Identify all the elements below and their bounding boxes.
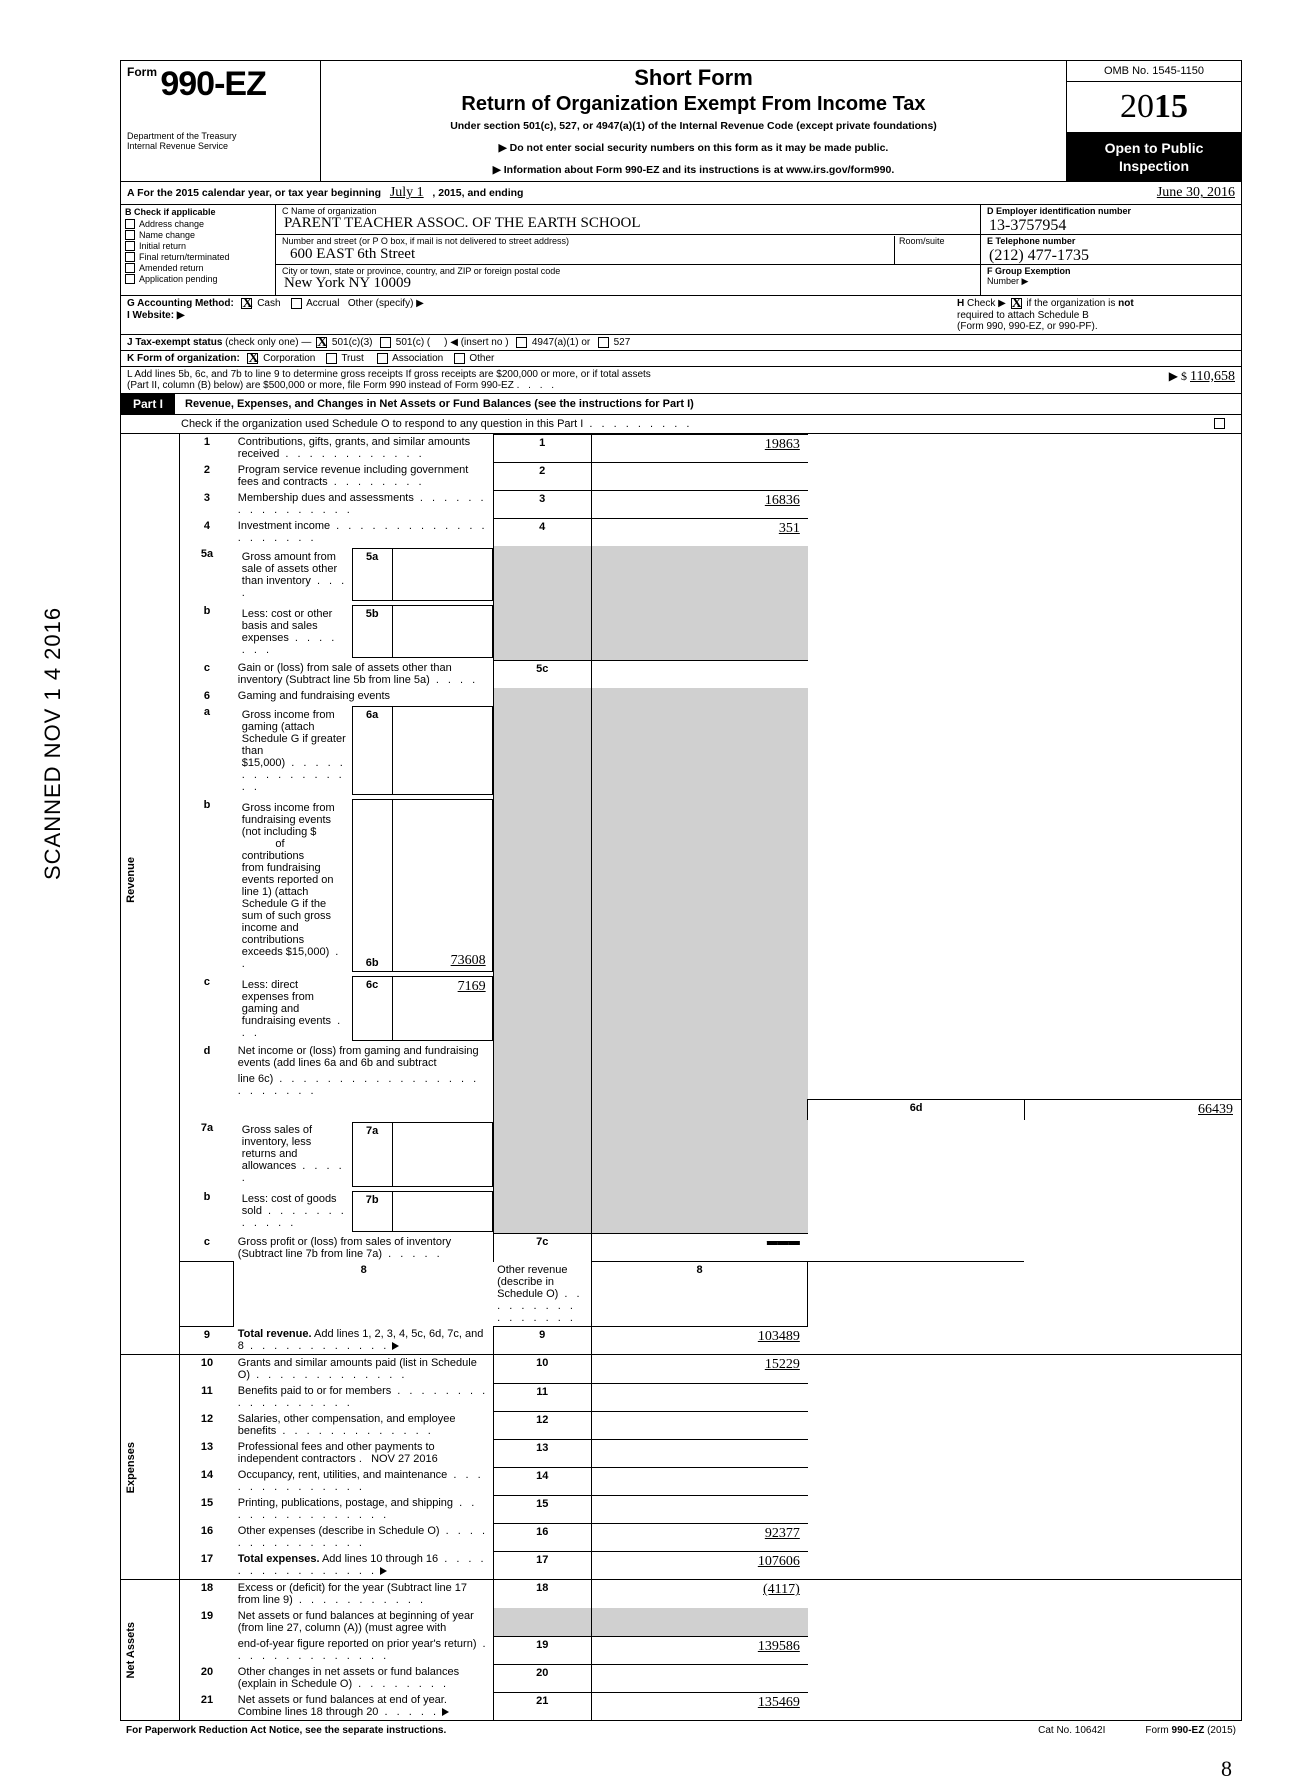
gross-receipts: 110,658 <box>1190 369 1235 384</box>
amt-3: 16836 <box>765 493 800 508</box>
amt-9: 103489 <box>758 1329 800 1344</box>
amt-21: 135469 <box>758 1695 800 1710</box>
header-left: Form 990-EZ Department of the Treasury I… <box>121 61 321 181</box>
side-expenses: Expenses <box>125 1442 137 1493</box>
i-label: I Website: ▶ <box>127 310 185 321</box>
amt-10: 15229 <box>765 1357 800 1372</box>
row-gi: G Accounting Method: Cash Accrual Other … <box>121 296 1241 334</box>
tax-year-end: June 30, 2016 <box>1157 185 1235 200</box>
chk-address-change[interactable] <box>125 219 135 229</box>
amt-18: (4117) <box>763 1582 800 1597</box>
row-l: L Add lines 5b, 6c, and 7b to line 9 to … <box>121 367 1241 394</box>
ein: 13-3757954 <box>989 217 1066 235</box>
header-row: Form 990-EZ Department of the Treasury I… <box>121 61 1241 182</box>
tax-year-begin: July 1 <box>390 185 424 200</box>
row-k: K Form of organization: Corporation Trus… <box>121 351 1241 367</box>
omb-number: OMB No. 1545-1150 <box>1067 61 1241 82</box>
short-form-title: Short Form <box>329 65 1058 91</box>
chk-accrual[interactable] <box>291 298 302 309</box>
footer-paperwork: For Paperwork Reduction Act Notice, see … <box>126 1725 998 1736</box>
year-bold: 15 <box>1154 88 1188 125</box>
f-label2: Number ▶ <box>987 276 1028 286</box>
chk-corp[interactable] <box>247 353 258 364</box>
side-netassets: Net Assets <box>125 1622 137 1678</box>
e-label: E Telephone number <box>987 236 1075 246</box>
date-stamp: NOV 27 2016 <box>371 1453 438 1465</box>
chk-4947[interactable] <box>516 337 527 348</box>
chk-h[interactable] <box>1011 298 1022 309</box>
org-city: New York NY 10009 <box>284 275 411 292</box>
h-line3: (Form 990, 990-EZ, or 990-PF). <box>957 321 1235 332</box>
section-bcdef: B Check if applicable Address change Nam… <box>121 205 1241 296</box>
row-a-mid: , 2015, and ending <box>432 187 523 199</box>
chk-initial-return[interactable] <box>125 241 135 251</box>
chk-assoc[interactable] <box>377 353 388 364</box>
open-to-public: Open to Public Inspection <box>1067 133 1241 181</box>
amt-1: 19863 <box>765 437 800 452</box>
scanned-stamp: SCANNED NOV 1 4 2016 <box>40 607 66 880</box>
amt-4: 351 <box>779 521 800 536</box>
chk-527[interactable] <box>598 337 609 348</box>
year-outline: 20 <box>1120 88 1154 125</box>
subtitle: Under section 501(c), 527, or 4947(a)(1)… <box>329 120 1058 132</box>
row-j: J Tax-exempt status (check only one) — 5… <box>121 335 1241 351</box>
return-title: Return of Organization Exempt From Incom… <box>329 93 1058 116</box>
org-name: PARENT TEACHER ASSOC. OF THE EARTH SCHOO… <box>284 215 641 232</box>
amt-6d: 66439 <box>1198 1102 1233 1117</box>
part1-check-line: Check if the organization used Schedule … <box>121 415 1241 434</box>
form-number: 990-EZ <box>160 65 266 103</box>
col-b-label: B Check if applicable <box>125 207 271 217</box>
room-label: Room/suite <box>899 236 945 246</box>
side-revenue: Revenue <box>125 857 137 903</box>
amt-6b: 73608 <box>451 953 486 968</box>
row-a: A For the 2015 calendar year, or tax yea… <box>121 182 1241 205</box>
phone: (212) 477-1735 <box>989 247 1089 265</box>
header-center: Short Form Return of Organization Exempt… <box>321 61 1066 181</box>
chk-cash[interactable] <box>241 298 252 309</box>
chk-app-pending[interactable] <box>125 274 135 284</box>
header-right: OMB No. 1545-1150 2015 Open to Public In… <box>1066 61 1241 181</box>
dept-irs: Internal Revenue Service <box>127 142 314 152</box>
chk-schedule-o[interactable] <box>1214 418 1225 429</box>
chk-name-change[interactable] <box>125 230 135 240</box>
amt-16: 92377 <box>765 1526 800 1541</box>
chk-501c3[interactable] <box>316 337 327 348</box>
f-label: F Group Exemption <box>987 266 1071 276</box>
chk-other-org[interactable] <box>454 353 465 364</box>
amt-19: 139586 <box>758 1639 800 1654</box>
col-def: D Employer identification number 13-3757… <box>981 205 1241 295</box>
h-line2: required to attach Schedule B <box>957 310 1235 321</box>
chk-501c[interactable] <box>380 337 391 348</box>
page-number: 8 <box>120 1756 1242 1782</box>
instr-ssn: ▶ Do not enter social security numbers o… <box>329 142 1058 154</box>
form-label: Form <box>127 65 157 79</box>
chk-amended[interactable] <box>125 263 135 273</box>
footer: For Paperwork Reduction Act Notice, see … <box>120 1721 1242 1736</box>
amt-17: 107606 <box>758 1554 800 1569</box>
part1-header: Part I Revenue, Expenses, and Changes in… <box>121 394 1241 415</box>
amt-6c: 7169 <box>458 979 486 994</box>
chk-final-return[interactable] <box>125 252 135 262</box>
line-table: Revenue 1 Contributions, gifts, grants, … <box>121 434 1241 1721</box>
part1-title: Revenue, Expenses, and Changes in Net As… <box>175 398 694 410</box>
l-text1: L Add lines 5b, 6c, and 7b to line 9 to … <box>127 369 1085 380</box>
row-a-label: A For the 2015 calendar year, or tax yea… <box>127 187 381 199</box>
col-c: C Name of organization PARENT TEACHER AS… <box>276 205 981 295</box>
tax-year: 2015 <box>1067 82 1241 133</box>
part1-label: Part I <box>121 394 175 414</box>
addr-label: Number and street (or P O box, if mail i… <box>282 236 569 246</box>
org-address: 600 EAST 6th Street <box>290 246 415 263</box>
instr-web: ▶ Information about Form 990-EZ and its … <box>329 164 1058 176</box>
chk-trust[interactable] <box>326 353 337 364</box>
g-label: G Accounting Method: <box>127 299 234 310</box>
l-text2: (Part II, column (B) below) are $500,000… <box>127 380 514 391</box>
form-990ez-container: Form 990-EZ Department of the Treasury I… <box>120 60 1242 1721</box>
col-b: B Check if applicable Address change Nam… <box>121 205 276 295</box>
footer-cat: Cat No. 10642I <box>998 1725 1145 1736</box>
d-label: D Employer identification number <box>987 206 1131 216</box>
